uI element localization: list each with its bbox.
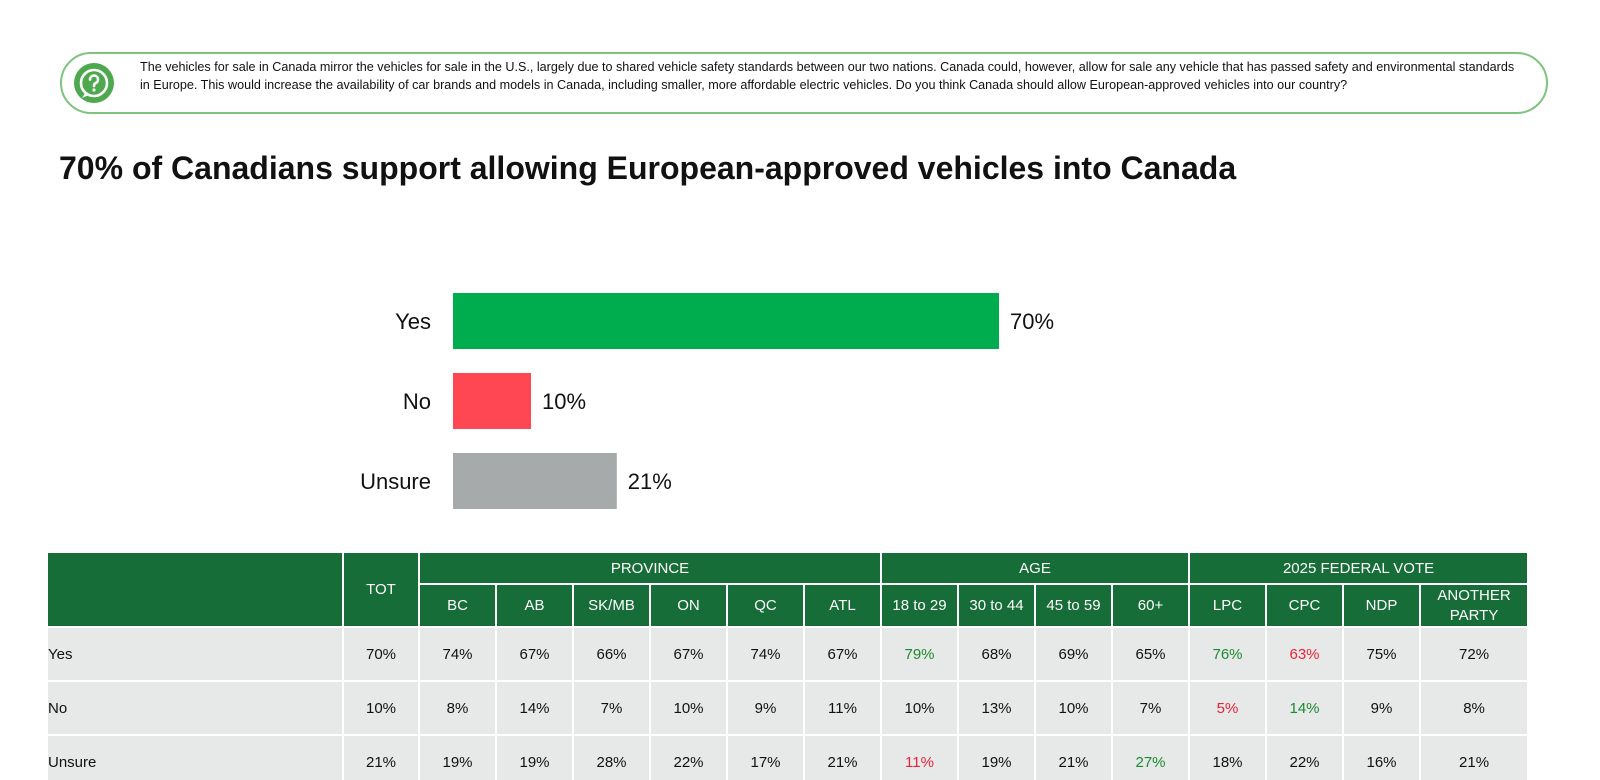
chart-title: 70% of Canadians support allowing Europe…: [59, 150, 1237, 186]
question-callout: The vehicles for sale in Canada mirror t…: [60, 52, 1548, 114]
table-cell: 21%: [1034, 734, 1114, 780]
value-label-unsure: 21%: [628, 469, 672, 494]
table-cell: 10%: [880, 680, 960, 736]
table-cell: 21%: [1419, 734, 1530, 780]
column-header-lpc: LPC: [1188, 583, 1268, 628]
value-label-yes: 70%: [1010, 309, 1054, 334]
column-header-60-: 60+: [1111, 583, 1191, 628]
column-header-18-to-29: 18 to 29: [880, 583, 960, 628]
table-cell: 13%: [957, 680, 1037, 736]
crosstab-table: TOT PROVINCE AGE 2025 FEDERAL VOTE BC AB SK/M…: [46, 551, 1530, 780]
column-header-on: ON: [649, 583, 728, 628]
table-cell: 75%: [1342, 626, 1422, 682]
category-label-no: No: [403, 389, 431, 414]
question-text: The vehicles for sale in Canada mirror t…: [140, 60, 1515, 92]
bar-chart: Yes 70% No 10% Unsure 21%: [360, 293, 1054, 509]
column-header-sk-mb: SK/MB: [572, 583, 651, 628]
column-header-ndp: NDP: [1342, 583, 1422, 628]
table-cell: 72%: [1419, 626, 1530, 682]
table-cell: 7%: [572, 680, 651, 736]
table-cell: 11%: [880, 734, 960, 780]
value-label-no: 10%: [542, 389, 586, 414]
table-row: No 10% 8% 14% 7% 10% 9% 11% 10% 13% 10% 7% 5% 14% 9% 8%: [46, 680, 1530, 736]
table-cell: 28%: [572, 734, 651, 780]
table-cell: 65%: [1111, 626, 1191, 682]
table-cell: 9%: [726, 680, 805, 736]
table-cell: 68%: [957, 626, 1037, 682]
row-label: No: [46, 680, 344, 736]
column-header-ab: AB: [495, 583, 574, 628]
group-header-2025-federal-vote: 2025 FEDERAL VOTE: [1188, 551, 1530, 585]
group-header-age: AGE: [880, 551, 1191, 585]
table-cell: 9%: [1342, 680, 1422, 736]
column-header-atl: ATL: [802, 583, 883, 628]
table-cell: 22%: [1265, 734, 1345, 780]
category-label-unsure: Unsure: [360, 469, 431, 494]
table-cell: 76%: [1188, 626, 1268, 682]
table-cell-tot: 10%: [342, 680, 420, 736]
column-header-45-to-59: 45 to 59: [1034, 583, 1114, 628]
table-cell: 66%: [572, 626, 651, 682]
table-column-header-row: BC AB SK/MB ON QC ATL 18 to 29 30 to 44 45 to 59…: [47, 583, 1530, 628]
row-label: Yes: [46, 626, 344, 682]
category-label-yes: Yes: [395, 309, 431, 334]
column-header-another-party: ANOTHER PARTY: [1419, 583, 1530, 628]
bar-no: [453, 373, 531, 429]
table-cell: 8%: [1419, 680, 1530, 736]
table-cell: 19%: [957, 734, 1037, 780]
column-header-qc: QC: [726, 583, 805, 628]
table-group-header-row: TOT PROVINCE AGE 2025 FEDERAL VOTE: [46, 551, 1530, 628]
table-corner-cell: [46, 551, 344, 628]
column-header-bc: BC: [418, 583, 497, 628]
table-cell: 21%: [802, 734, 883, 780]
table-cell: 14%: [1265, 680, 1345, 736]
table-cell: 67%: [649, 626, 728, 682]
table-cell: 74%: [418, 626, 497, 682]
table-cell: 5%: [1188, 680, 1268, 736]
table-cell: 74%: [726, 626, 805, 682]
table-cell: 67%: [495, 626, 574, 682]
table-cell: 67%: [802, 626, 883, 682]
table-cell: 22%: [649, 734, 728, 780]
bar-unsure: [453, 453, 617, 509]
table-cell: 8%: [418, 680, 497, 736]
table-cell: 19%: [495, 734, 574, 780]
table-cell: 10%: [649, 680, 728, 736]
table-cell: 16%: [1342, 734, 1422, 780]
table-row: Yes 70% 74% 67% 66% 67% 74% 67% 79% 68% 69% 65% 76% 6…: [46, 626, 1530, 682]
column-header-30-to-44: 30 to 44: [957, 583, 1037, 628]
table-cell: 69%: [1034, 626, 1114, 682]
table-cell: 10%: [1034, 680, 1114, 736]
column-header-cpc: CPC: [1265, 583, 1345, 628]
table-cell: 19%: [418, 734, 497, 780]
table-cell: 14%: [495, 680, 574, 736]
table-cell: 17%: [726, 734, 805, 780]
question-bubble-icon: [74, 63, 114, 103]
table-cell: 79%: [880, 626, 960, 682]
table-cell-tot: 70%: [342, 626, 420, 682]
table-cell: 11%: [802, 680, 883, 736]
table-cell: 7%: [1111, 680, 1191, 736]
table-cell: 18%: [1188, 734, 1268, 780]
table-cell: 63%: [1265, 626, 1345, 682]
column-header-tot: TOT: [342, 551, 420, 628]
table-row: Unsure 21% 19% 19% 28% 22% 17% 21% 11% 19% 21% 27% 1…: [46, 734, 1530, 780]
table-cell: 27%: [1111, 734, 1191, 780]
group-header-province: PROVINCE: [417, 551, 883, 585]
bar-yes: [453, 293, 999, 349]
table-cell-tot: 21%: [342, 734, 420, 780]
row-label: Unsure: [46, 734, 344, 780]
